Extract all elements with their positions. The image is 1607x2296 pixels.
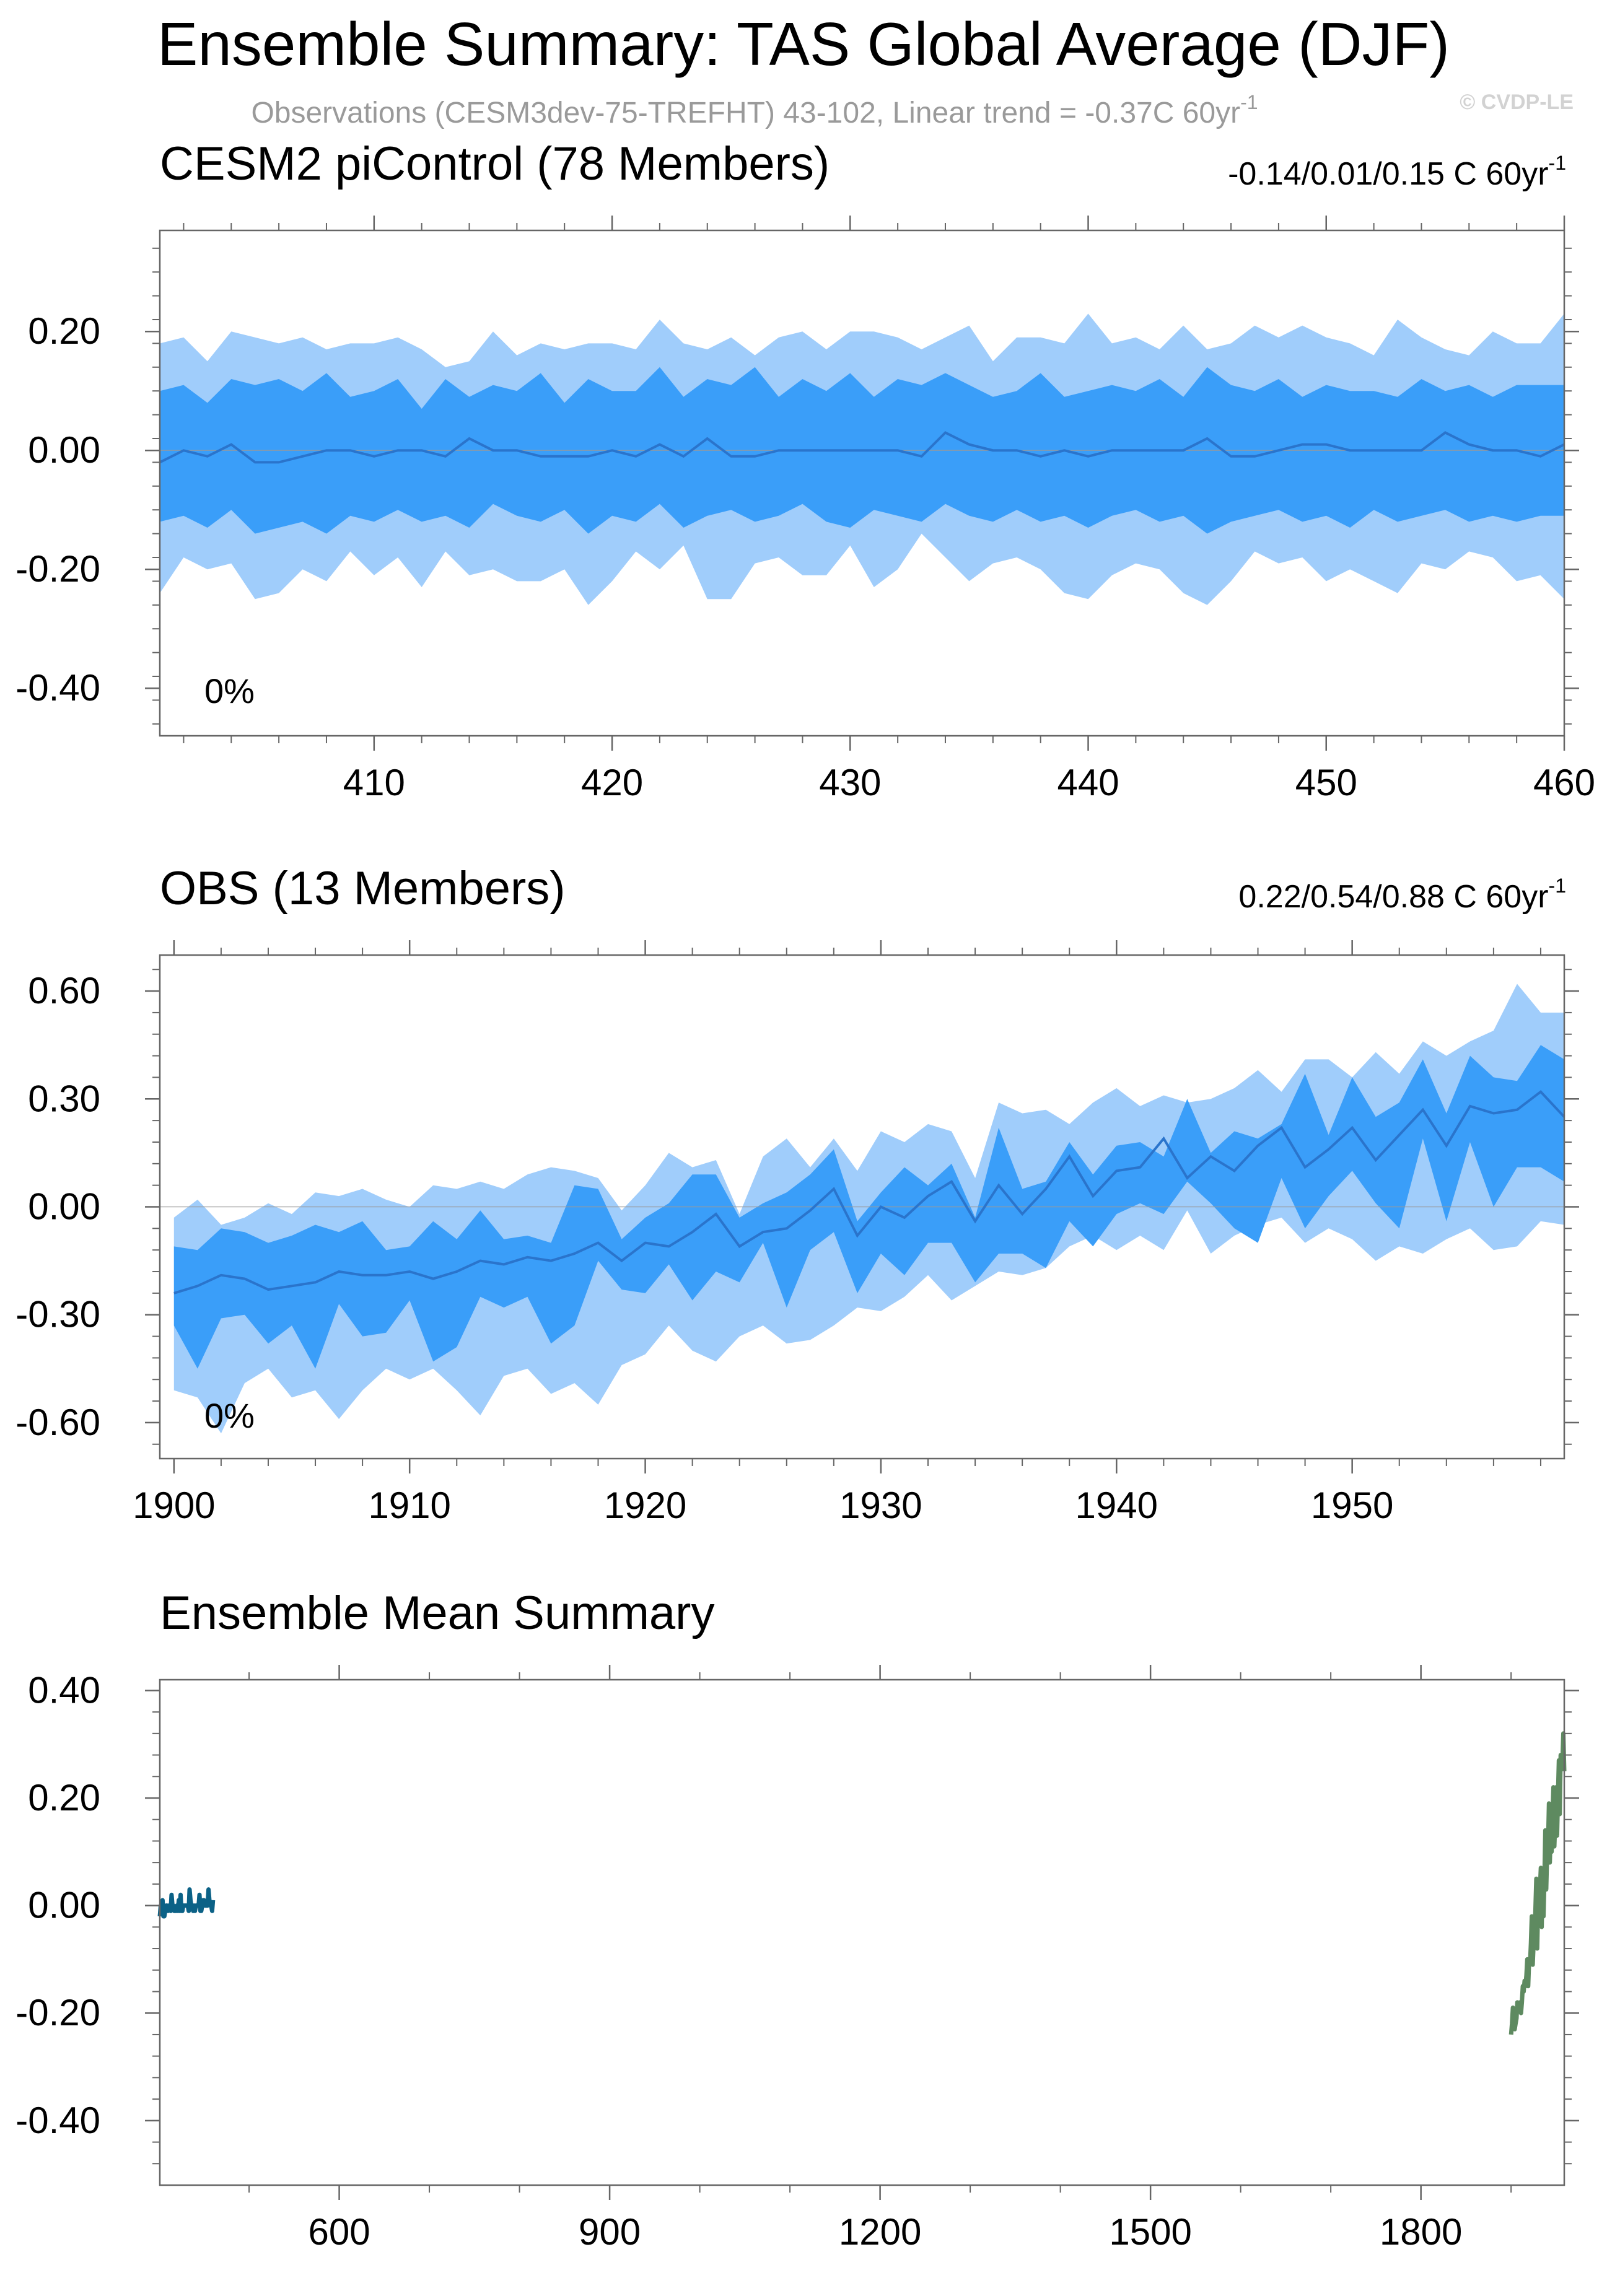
copyright-label: © CVDP-LE: [1460, 90, 1574, 114]
ensemble-mean-plot-area: 600 900 1200 1500 1800 0.40 0.20 0.00 -0.20 -0.40: [15, 1665, 1579, 2253]
ens-ytick-label: -0.20: [15, 1992, 100, 2033]
obs-trend: 0.22/0.54/0.88 C 60yr-1: [1238, 875, 1566, 915]
picontrol-ytick-label: -0.20: [15, 548, 100, 590]
ens-xtick-label: 600: [309, 2211, 370, 2253]
obs-axes-frame: [159, 954, 1565, 1460]
obs-ytick-label: 0.60: [28, 970, 100, 1011]
picontrol-percent-label: 0%: [204, 671, 255, 710]
ens-ytick-label: 0.40: [28, 1669, 100, 1711]
ensemble-mean-title: Ensemble Mean Summary: [160, 1587, 714, 1639]
obs-title: OBS (13 Members): [160, 862, 566, 915]
panel-picontrol: CESM2 piControl (78 Members) -0.14/0.01/…: [15, 137, 1595, 803]
obs-xtick-label: 1930: [839, 1485, 922, 1526]
obs-ytick-label: -0.60: [15, 1402, 100, 1443]
obs-xtick-label: 1900: [133, 1485, 215, 1526]
obs-spread-band: [173, 1045, 1564, 1369]
ensemble-mean-line-picontrol: [157, 1887, 216, 1919]
picontrol-ytick-label: 0.20: [28, 310, 100, 352]
picontrol-xtick-label: 460: [1533, 762, 1595, 803]
obs-ytick-label: -0.30: [15, 1294, 100, 1335]
obs-xtick-label: 1950: [1311, 1485, 1393, 1526]
obs-percent-label: 0%: [204, 1396, 255, 1435]
obs-trend-text: 0.22/0.54/0.88 C 60yr: [1238, 879, 1548, 915]
picontrol-trend-text: -0.14/0.01/0.15 C 60yr: [1228, 156, 1548, 192]
ens-ytick-label: 0.00: [28, 1885, 100, 1926]
picontrol-axes-frame: [159, 229, 1565, 737]
picontrol-xtick-label: 420: [581, 762, 643, 803]
figure-title: Ensemble Summary: TAS Global Average (DJ…: [157, 10, 1450, 78]
ens-ytick-label: 0.20: [28, 1777, 100, 1818]
picontrol-ytick-label: -0.40: [15, 667, 100, 709]
panel-obs: OBS (13 Members) 0.22/0.54/0.88 C 60yr-1…: [15, 862, 1579, 1526]
ens-xtick-label: 1800: [1380, 2211, 1462, 2253]
ensemble-mean-line-obs: [1508, 1731, 1567, 2035]
picontrol-plot-area: 410 420 430 440 450 460 0.20 0.00 -0.20 -0.40: [15, 216, 1595, 803]
ens-xtick-label: 1500: [1109, 2211, 1191, 2253]
ens-ytick-label: -0.40: [15, 2100, 100, 2141]
picontrol-xtick-label: 430: [819, 762, 881, 803]
obs-xtick-label: 1910: [368, 1485, 450, 1526]
ens-xtick-label: 900: [579, 2211, 641, 2253]
ens-xtick-label: 1200: [839, 2211, 921, 2253]
figure-subtitle-sup: -1: [1240, 91, 1258, 113]
panel-ensemble-mean: Ensemble Mean Summary 600 900 1200 1500 1800…: [15, 1587, 1579, 2253]
picontrol-title: CESM2 piControl (78 Members): [160, 137, 830, 190]
obs-trend-sup: -1: [1549, 875, 1566, 897]
obs-plot-area: 1900 1910 1920 1930 1940 1950 0.60 0.30 0.00 -0.3…: [15, 940, 1579, 1526]
obs-ytick-label: 0.00: [28, 1186, 100, 1228]
figure-subtitle-text: Observations (CESM3dev-75-TREFHT) 43-102…: [251, 97, 1240, 129]
obs-xtick-label: 1940: [1075, 1485, 1158, 1526]
picontrol-ytick-label: 0.00: [28, 429, 100, 471]
obs-mean-line: [173, 1090, 1565, 1294]
picontrol-mean-line: [159, 430, 1565, 464]
picontrol-xtick-label: 450: [1295, 762, 1357, 803]
picontrol-xtick-label: 410: [343, 762, 405, 803]
ens-axes-frame: [159, 1678, 1565, 2186]
obs-xtick-label: 1920: [604, 1485, 686, 1526]
picontrol-trend-sup: -1: [1549, 152, 1566, 174]
obs-ytick-label: 0.30: [28, 1078, 100, 1119]
picontrol-xtick-label: 440: [1057, 762, 1119, 803]
picontrol-trend: -0.14/0.01/0.15 C 60yr-1: [1228, 152, 1566, 192]
figure-subtitle: Observations (CESM3dev-75-TREFHT) 43-102…: [251, 91, 1258, 129]
